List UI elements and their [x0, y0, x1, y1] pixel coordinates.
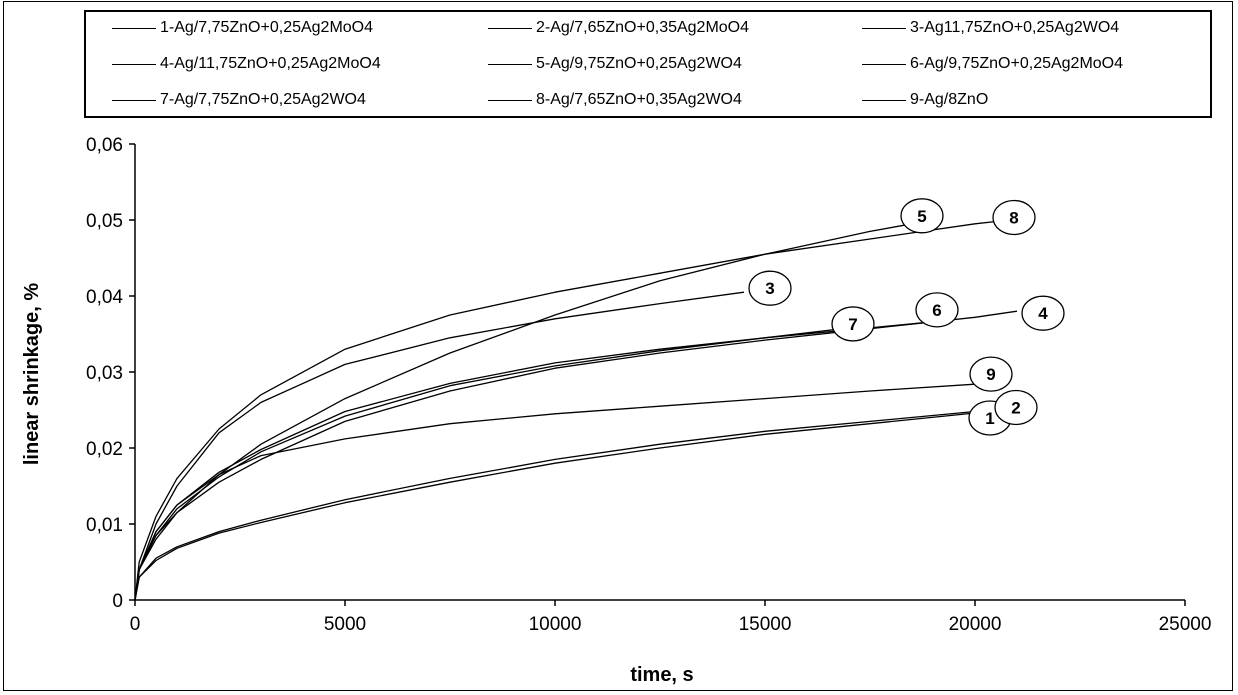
legend-label-3: 3-Ag11,75ZnO+0,25Ag2WO4 [910, 19, 1120, 36]
y-tick-label: 0,06 [86, 135, 123, 156]
legend-item-5: 5-Ag/9,75ZnO+0,25Ag2WO4 [488, 54, 742, 74]
series-line-3 [134, 291, 745, 601]
curve-label-4: 4 [1038, 304, 1048, 323]
legend-label-9: 9-Ag/8ZnO [910, 91, 989, 108]
legend-item-3: 3-Ag11,75ZnO+0,25Ag2WO4 [862, 18, 1119, 38]
legend-swatch-3 [862, 27, 906, 29]
y-tick-label: 0 [112, 591, 123, 612]
series-line-9 [134, 383, 976, 601]
x-tick-label: 20000 [949, 614, 1002, 635]
legend-label-7: 7-Ag/7,75ZnO+0,25Ag2WO4 [160, 91, 366, 108]
legend-label-5: 5-Ag/9,75ZnO+0,25Ag2WO4 [536, 55, 742, 72]
x-axis-title: time, s [630, 664, 693, 686]
curve-labels: 12 3 4 5 6 7 8 9 [748, 198, 1065, 436]
curve-label-5: 5 [917, 207, 926, 226]
legend-item-4: 4-Ag/11,75ZnO+0,25Ag2MoO4 [112, 54, 381, 74]
legend-swatch-7 [112, 99, 156, 101]
legend-swatch-8 [488, 99, 532, 101]
legend-label-8: 8-Ag/7,65ZnO+0,35Ag2WO4 [536, 91, 742, 108]
legend-swatch-1 [112, 27, 156, 29]
legend-item-9: 9-Ag/8ZnO [862, 90, 988, 110]
curve-label-8: 8 [1009, 209, 1018, 228]
series-line-5 [134, 223, 913, 601]
axes: 0 5000 10000 15000 20000 25000 0 0,01 0,02 0,03 0,… [86, 135, 1211, 635]
x-tick-label: 25000 [1159, 614, 1212, 635]
series-line-1 [134, 409, 997, 601]
legend-swatch-6 [862, 63, 906, 65]
curve-label-bubble-2 [994, 389, 1038, 426]
curve-label-bubble-6 [915, 292, 959, 328]
x-tick-label: 5000 [324, 614, 366, 635]
series-line-2 [134, 410, 997, 601]
curve-label-1: 1 [985, 409, 994, 428]
legend-swatch-5 [488, 63, 532, 65]
legend-label-6: 6-Ag/9,75ZnO+0,25Ag2MoO4 [910, 55, 1124, 72]
curve-label-bubble-7 [831, 306, 875, 342]
curve-label-3: 3 [765, 279, 774, 298]
series-layer [134, 220, 1018, 601]
legend-item-2: 2-Ag/7,65ZnO+0,35Ag2MoO4 [488, 18, 749, 38]
legend-item-1: 1-Ag/7,75ZnO+0,25Ag2MoO4 [112, 18, 373, 38]
curve-label-6: 6 [932, 301, 941, 320]
legend-swatch-9 [862, 99, 906, 101]
curve-label-bubble-8 [992, 199, 1036, 236]
y-tick-label: 0,01 [86, 515, 123, 536]
series-line-6 [134, 321, 934, 601]
y-axis-title: linear shrinkage, % [21, 283, 43, 466]
y-tick-label: 0,02 [86, 439, 123, 460]
legend-label-1: 1-Ag/7,75ZnO+0,25Ag2MoO4 [160, 19, 374, 36]
y-tick-label: 0,04 [86, 287, 123, 308]
curve-label-7: 7 [848, 315, 857, 334]
curve-label-bubble-5 [900, 198, 944, 234]
legend-label-4: 4-Ag/11,75ZnO+0,25Ag2MoO4 [160, 55, 381, 72]
y-tick-label: 0,05 [86, 211, 123, 232]
legend-item-7: 7-Ag/7,75ZnO+0,25Ag2WO4 [112, 90, 366, 110]
curve-label-bubble-9 [969, 356, 1013, 392]
legend-swatch-2 [488, 27, 532, 29]
x-tick-label: 15000 [739, 614, 792, 635]
curve-label-bubble-3 [748, 270, 792, 306]
legend-label-2: 2-Ag/7,65ZnO+0,35Ag2MoO4 [536, 19, 750, 36]
curve-label-9: 9 [986, 365, 995, 384]
series-line-8 [134, 220, 997, 601]
legend-swatch-4 [112, 63, 156, 65]
series-line-4 [134, 310, 1018, 601]
legend-item-8: 8-Ag/7,65ZnO+0,35Ag2WO4 [488, 90, 742, 110]
curve-label-bubble-4 [1021, 295, 1065, 331]
y-tick-label: 0,03 [86, 363, 123, 384]
legend-item-6: 6-Ag/9,75ZnO+0,25Ag2MoO4 [862, 54, 1123, 74]
x-tick-label: 10000 [529, 614, 582, 635]
curve-label-2: 2 [1011, 399, 1020, 418]
series-line-7 [134, 327, 850, 601]
x-tick-label: 0 [130, 614, 141, 635]
legend: 1-Ag/7,75ZnO+0,25Ag2MoO4 2-Ag/7,65ZnO+0,… [84, 10, 1212, 118]
